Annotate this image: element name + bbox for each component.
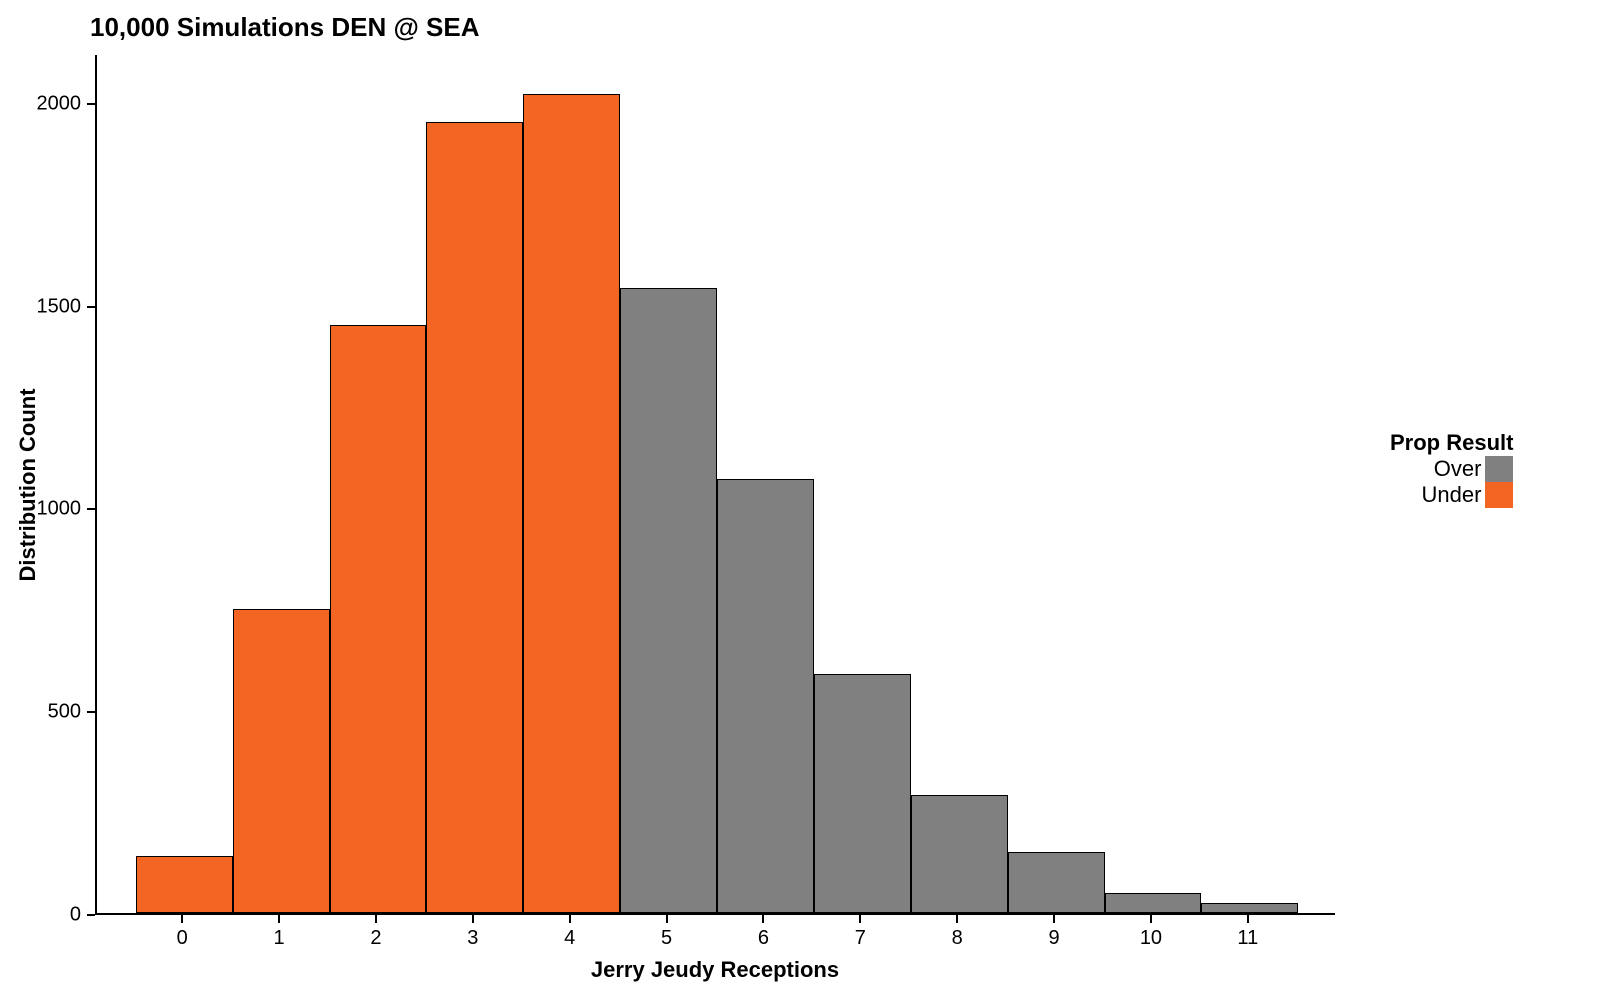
y-tick-label: 1000 bbox=[21, 498, 81, 521]
bar bbox=[136, 856, 233, 913]
chart-title: 10,000 Simulations DEN @ SEA bbox=[90, 12, 479, 43]
bar bbox=[233, 609, 330, 913]
x-tick bbox=[181, 915, 183, 923]
legend: Prop Result OverUnder bbox=[1390, 430, 1513, 508]
x-tick-label: 2 bbox=[370, 927, 381, 950]
y-tick bbox=[87, 711, 95, 713]
x-tick-label: 5 bbox=[661, 927, 672, 950]
x-tick bbox=[569, 915, 571, 923]
legend-item-label: Under bbox=[1401, 482, 1485, 508]
bar bbox=[523, 94, 620, 913]
legend-title: Prop Result bbox=[1390, 430, 1513, 456]
legend-item: Over bbox=[1390, 456, 1513, 482]
x-tick bbox=[472, 915, 474, 923]
legend-swatch bbox=[1485, 456, 1513, 482]
x-tick bbox=[1053, 915, 1055, 923]
x-tick bbox=[666, 915, 668, 923]
y-axis-label: Distribution Count bbox=[15, 388, 41, 581]
x-tick-label: 0 bbox=[177, 927, 188, 950]
x-tick-label: 4 bbox=[564, 927, 575, 950]
legend-item-label: Over bbox=[1401, 456, 1485, 482]
y-tick bbox=[87, 914, 95, 916]
x-tick-label: 9 bbox=[1049, 927, 1060, 950]
x-tick-label: 10 bbox=[1140, 927, 1162, 950]
y-tick bbox=[87, 103, 95, 105]
chart-container: { "chart": { "type": "histogram", "title… bbox=[0, 0, 1600, 1000]
bar bbox=[620, 288, 717, 913]
bar bbox=[1105, 893, 1202, 913]
y-tick-label: 500 bbox=[21, 701, 81, 724]
plot-area bbox=[95, 55, 1335, 915]
legend-swatch bbox=[1485, 482, 1513, 508]
y-tick bbox=[87, 306, 95, 308]
bar bbox=[330, 325, 427, 913]
bar bbox=[1201, 903, 1298, 913]
x-tick-label: 6 bbox=[758, 927, 769, 950]
y-tick-label: 2000 bbox=[21, 92, 81, 115]
legend-items: OverUnder bbox=[1390, 456, 1513, 508]
x-tick bbox=[1247, 915, 1249, 923]
x-tick bbox=[956, 915, 958, 923]
y-tick-label: 0 bbox=[21, 904, 81, 927]
x-tick-label: 7 bbox=[855, 927, 866, 950]
x-tick bbox=[278, 915, 280, 923]
bar bbox=[911, 795, 1008, 913]
bar bbox=[426, 122, 523, 913]
y-tick bbox=[87, 508, 95, 510]
legend-item: Under bbox=[1390, 482, 1513, 508]
x-tick-label: 3 bbox=[467, 927, 478, 950]
x-tick-label: 11 bbox=[1237, 927, 1258, 950]
x-axis-label: Jerry Jeudy Receptions bbox=[591, 957, 839, 983]
bar bbox=[814, 674, 911, 913]
x-tick bbox=[859, 915, 861, 923]
y-tick-label: 1500 bbox=[21, 295, 81, 318]
x-tick bbox=[762, 915, 764, 923]
x-tick-label: 1 bbox=[274, 927, 285, 950]
x-tick bbox=[1150, 915, 1152, 923]
bar bbox=[1008, 852, 1105, 913]
x-tick-label: 8 bbox=[952, 927, 963, 950]
x-tick bbox=[375, 915, 377, 923]
bar bbox=[717, 479, 814, 913]
